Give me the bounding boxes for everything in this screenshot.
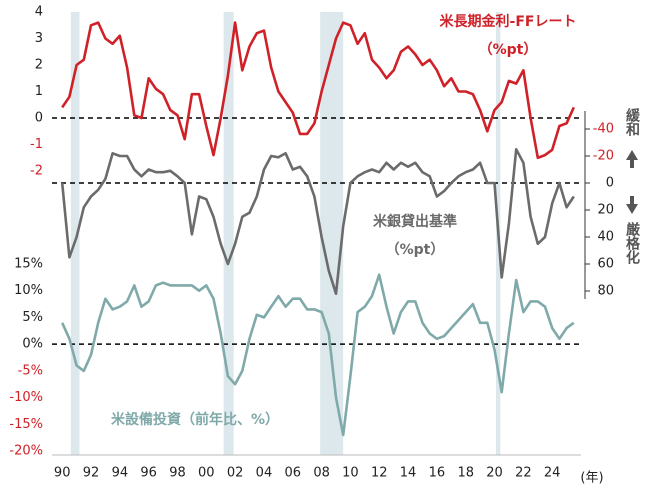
teal-title: 米設備投資（前年比、%） bbox=[111, 411, 279, 428]
red-title: 米長期金利-FFレート bbox=[440, 13, 577, 30]
recession-band bbox=[223, 12, 234, 455]
y2-tick-label: -40 bbox=[593, 122, 614, 137]
x-tick-label: 94 bbox=[112, 466, 129, 481]
red-unit: （%pt） bbox=[479, 42, 538, 58]
x-axis-label: (年) bbox=[580, 471, 603, 486]
x-tick-label: 08 bbox=[313, 466, 330, 481]
x-tick-label: 96 bbox=[140, 466, 157, 481]
recession-band bbox=[70, 12, 80, 455]
y-tick-label: 2 bbox=[35, 58, 43, 73]
x-tick-label: 06 bbox=[285, 466, 302, 481]
y-tick-label: 0 bbox=[35, 111, 43, 126]
x-tick-label: 10 bbox=[342, 466, 359, 481]
x-tick-label: 90 bbox=[54, 466, 71, 481]
gray-title: 米銀貸出基準 bbox=[373, 213, 457, 230]
x-tick-label: 14 bbox=[400, 466, 417, 481]
y2-tick-label: 0 bbox=[606, 176, 614, 191]
up-arrow bbox=[626, 150, 638, 168]
y-tick-label: -5% bbox=[18, 363, 43, 378]
x-tick-label: 18 bbox=[457, 466, 474, 481]
y-tick-label: 3 bbox=[35, 31, 43, 46]
x-tick-label: 04 bbox=[256, 466, 273, 481]
y-tick-label: 5% bbox=[22, 310, 43, 325]
x-tick-label: 16 bbox=[429, 466, 446, 481]
shading-layer bbox=[70, 12, 501, 455]
x-tick-label: 92 bbox=[83, 466, 100, 481]
y-tick-label: -10% bbox=[9, 390, 43, 405]
y-tick-label: -2 bbox=[30, 164, 43, 179]
down-arrow bbox=[626, 196, 638, 214]
y2-tick-label: 80 bbox=[597, 284, 614, 299]
x-tick-label: 98 bbox=[169, 466, 186, 481]
tighten-label: 厳格化 bbox=[624, 221, 640, 265]
x-tick-label: 00 bbox=[198, 466, 215, 481]
y-tick-label: 1 bbox=[35, 84, 43, 99]
y2-tick-label: 20 bbox=[597, 203, 614, 218]
x-tick-label: 24 bbox=[544, 466, 561, 481]
x-tick-label: 12 bbox=[371, 466, 388, 481]
recession-band bbox=[320, 12, 344, 455]
y-tick-label: -1 bbox=[30, 137, 43, 152]
x-tick-label: 20 bbox=[486, 466, 503, 481]
y-tick-label: 0% bbox=[22, 337, 43, 352]
y2-tick-label: 40 bbox=[597, 230, 614, 245]
x-tick-label: 02 bbox=[227, 466, 244, 481]
x-tick-label: 22 bbox=[515, 466, 532, 481]
gray-unit: （%pt） bbox=[386, 242, 445, 258]
series-line bbox=[61, 21, 575, 160]
ease-label: 緩和 bbox=[624, 107, 640, 137]
y-tick-label: 4 bbox=[35, 5, 43, 20]
series-line bbox=[61, 273, 575, 437]
y-tick-label: 15% bbox=[14, 257, 43, 272]
y-tick-label: -15% bbox=[9, 417, 43, 432]
y2-tick-label: -20 bbox=[593, 149, 614, 164]
series-line bbox=[60, 148, 575, 295]
y2-tick-label: 60 bbox=[597, 257, 614, 272]
y-tick-label: 10% bbox=[14, 283, 43, 298]
y-tick-label: -20% bbox=[9, 444, 43, 459]
